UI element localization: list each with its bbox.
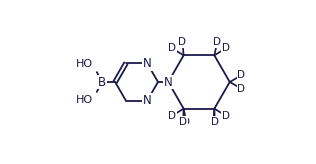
Text: D: D [179, 117, 187, 127]
Text: N: N [143, 57, 152, 70]
Text: D: D [179, 37, 186, 47]
Text: D: D [237, 70, 245, 80]
Text: N: N [164, 75, 173, 89]
Text: D: D [213, 37, 221, 47]
Text: D: D [237, 84, 245, 94]
Text: HO: HO [76, 95, 93, 105]
Text: D: D [222, 43, 230, 53]
Text: B: B [98, 75, 106, 89]
Text: D: D [209, 117, 217, 127]
Text: D: D [168, 43, 176, 53]
Text: N: N [143, 94, 152, 107]
Text: D: D [168, 111, 176, 121]
Text: HO: HO [76, 59, 93, 69]
Text: D: D [182, 117, 191, 127]
Text: D: D [211, 117, 219, 127]
Text: D: D [222, 111, 230, 121]
